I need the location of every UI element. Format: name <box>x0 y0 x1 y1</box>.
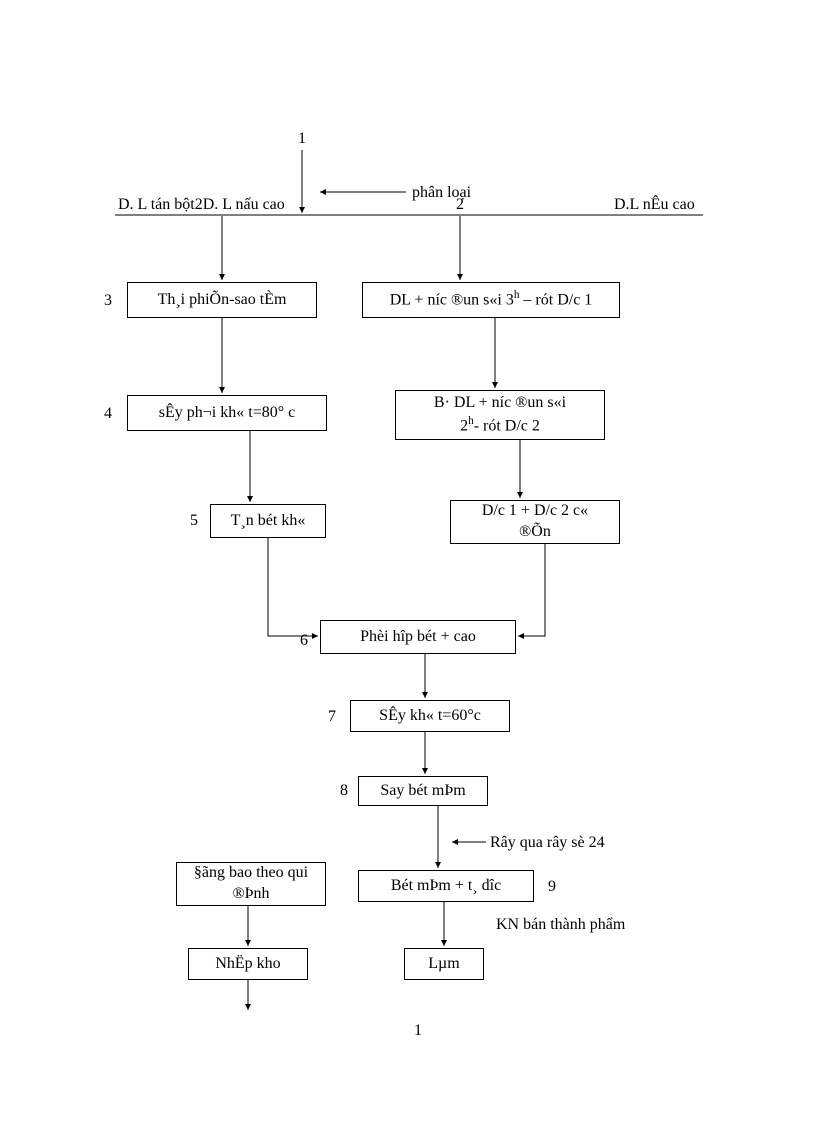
label-kn-ban: KN bán thành phẩm <box>496 916 625 934</box>
node-4l-text: sÊy ph¬i kh« t=80° c <box>159 403 295 424</box>
node-3r-pre: DL + níc ®un s«i 3 <box>390 292 514 309</box>
node-pkg: §ãng bao theo qui ®Þnh <box>176 862 326 906</box>
label-ray: Rây qua rây sè 24 <box>490 834 605 852</box>
node-lam-text: Lµm <box>428 954 459 975</box>
flowchart-page: 1 phân loại D. L tán bột2D. L nấu cao 2 … <box>0 0 816 1123</box>
row-num-3: 3 <box>104 292 112 310</box>
node-7-text: SÊy kh« t=60°c <box>379 706 481 727</box>
node-5l: T¸n bét kh« <box>210 504 326 538</box>
row-num-9: 9 <box>548 878 556 896</box>
node-6: Phèi hîp bét + cao <box>320 620 516 654</box>
label-dl-tan-bot: D. L tán bột2D. L nấu cao <box>118 196 285 214</box>
node-lam: Lµm <box>404 948 484 980</box>
node-pkg-text: §ãng bao theo qui ®Þnh <box>181 863 321 905</box>
node-3r-post: – rót D/c 1 <box>519 292 592 309</box>
row-num-7: 7 <box>328 708 336 726</box>
page-number-top: 1 <box>298 130 306 148</box>
node-3l-text: Th¸i phiÕn-sao tÈm <box>158 290 287 311</box>
label-dl-nau-cao: D.L nÊu cao <box>614 196 695 214</box>
row-num-4: 4 <box>104 405 112 423</box>
node-4l: sÊy ph¬i kh« t=80° c <box>127 395 327 431</box>
row-num-6: 6 <box>300 632 308 650</box>
edge-5r-6 <box>518 544 545 636</box>
node-5r-line1: D/c 1 + D/c 2 c« <box>482 501 588 522</box>
node-4r: B· DL + níc ®un s«i 2h- rót D/c 2 <box>395 390 605 440</box>
node-3l: Th¸i phiÕn-sao tÈm <box>127 282 317 318</box>
node-9-text: Bét mÞm + t¸ dîc <box>391 876 501 897</box>
node-4r-line2: 2h- rót D/c 2 <box>460 414 540 437</box>
node-3r-text: DL + níc ®un s«i 3h – rót D/c 1 <box>390 288 593 311</box>
node-3r: DL + níc ®un s«i 3h – rót D/c 1 <box>362 282 620 318</box>
node-4r-l2-post: - rót D/c 2 <box>474 417 540 434</box>
node-8-text: Say bét mÞm <box>380 781 465 802</box>
row-num-8: 8 <box>340 782 348 800</box>
page-number-bottom: 1 <box>414 1022 422 1040</box>
edge-5l-6 <box>268 538 318 636</box>
node-6-text: Phèi hîp bét + cao <box>360 627 476 648</box>
label-two: 2 <box>456 196 464 214</box>
node-4r-l2-pre: 2 <box>460 417 468 434</box>
node-8: Say bét mÞm <box>358 776 488 806</box>
node-5l-text: T¸n bét kh« <box>231 511 306 532</box>
node-5r: D/c 1 + D/c 2 c« ®Õn <box>450 500 620 544</box>
node-5r-line2: ®Õn <box>519 522 551 543</box>
row-num-5: 5 <box>190 512 198 530</box>
node-kho: NhËp kho <box>188 948 308 980</box>
node-9: Bét mÞm + t¸ dîc <box>358 870 534 902</box>
node-kho-text: NhËp kho <box>215 954 280 975</box>
node-4r-line1: B· DL + níc ®un s«i <box>434 393 566 414</box>
node-7: SÊy kh« t=60°c <box>350 700 510 732</box>
